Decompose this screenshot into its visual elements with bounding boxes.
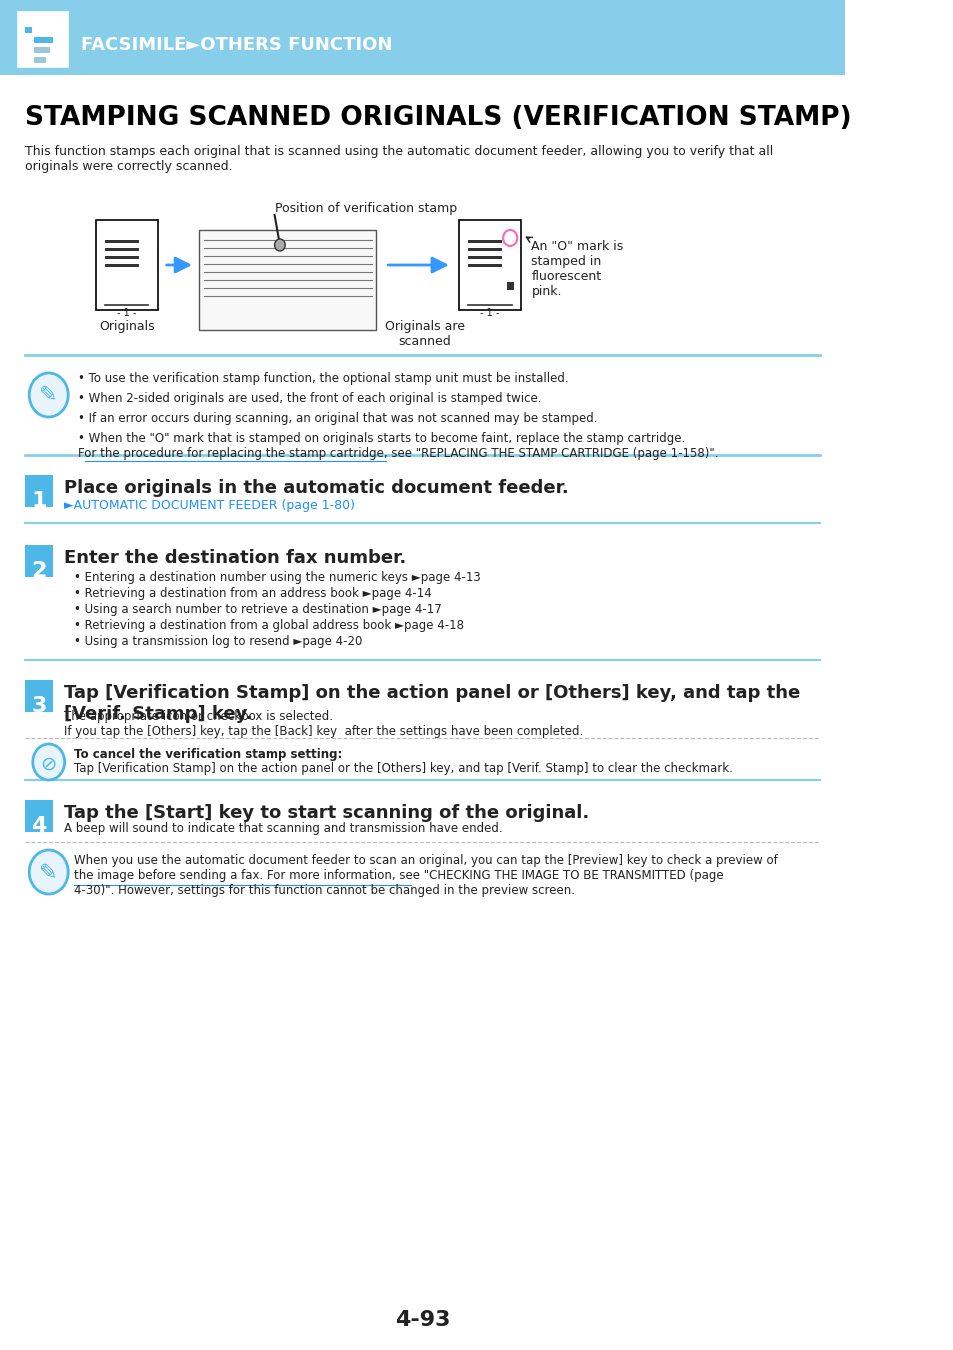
Text: • Retrieving a destination from a global address book ►page 4-18: • Retrieving a destination from a global… (74, 620, 464, 632)
Text: ►AUTOMATIC DOCUMENT FEEDER (page 1-80): ►AUTOMATIC DOCUMENT FEEDER (page 1-80) (64, 500, 355, 512)
Text: When you use the automatic document feeder to scan an original, you can tap the : When you use the automatic document feed… (74, 855, 778, 896)
Text: • Using a transmission log to resend ►page 4-20: • Using a transmission log to resend ►pa… (74, 634, 362, 648)
Text: The appropriate icon or checkbox is selected.
If you tap the [Others] key, tap t: The appropriate icon or checkbox is sele… (64, 710, 582, 738)
Bar (25, 801, 53, 832)
Bar (25, 27, 31, 32)
Text: • To use the verification stamp function, the optional stamp unit must be instal: • To use the verification stamp function… (78, 373, 568, 385)
Text: STAMPING SCANNED ORIGINALS (VERIFICATION STAMP): STAMPING SCANNED ORIGINALS (VERIFICATION… (25, 105, 850, 131)
Text: Originals: Originals (99, 320, 154, 333)
Text: • Retrieving a destination from an address book ►page 4-14: • Retrieving a destination from an addre… (74, 587, 432, 599)
Text: An "O" mark is
stamped in
fluorescent
pink.: An "O" mark is stamped in fluorescent pi… (531, 240, 623, 298)
Bar (33, 47, 50, 53)
Bar (95, 220, 157, 310)
Bar (105, 240, 139, 243)
Bar (0, 0, 844, 76)
Text: • Using a search number to retrieve a destination ►page 4-17: • Using a search number to retrieve a de… (74, 603, 441, 616)
Text: To cancel the verification stamp setting:: To cancel the verification stamp setting… (74, 748, 342, 761)
Circle shape (32, 744, 65, 780)
Text: Tap the [Start] key to start scanning of the original.: Tap the [Start] key to start scanning of… (64, 805, 588, 822)
Bar (468, 248, 501, 251)
Text: • Entering a destination number using the numeric keys ►page 4-13: • Entering a destination number using th… (74, 571, 480, 585)
Bar (33, 36, 53, 43)
Text: • If an error occurs during scanning, an original that was not scanned may be st: • If an error occurs during scanning, an… (78, 412, 597, 425)
Bar (33, 57, 46, 63)
Text: - 1 -: - 1 - (479, 308, 499, 319)
Text: ✎: ✎ (39, 385, 58, 405)
Text: - 1 -: - 1 - (117, 308, 136, 319)
Text: ⊘: ⊘ (40, 755, 57, 774)
Bar (199, 230, 376, 329)
Text: Tap [Verification Stamp] on the action panel or the [Others] key, and tap [Verif: Tap [Verification Stamp] on the action p… (74, 761, 733, 775)
Text: Enter the destination fax number.: Enter the destination fax number. (64, 549, 406, 567)
Text: • When 2-sided originals are used, the front of each original is stamped twice.: • When 2-sided originals are used, the f… (78, 392, 541, 405)
Text: A beep will sound to indicate that scanning and transmission have ended.: A beep will sound to indicate that scann… (64, 822, 502, 836)
Bar (458, 220, 520, 310)
Bar (468, 240, 501, 243)
Text: Originals are
scanned: Originals are scanned (385, 320, 465, 348)
Text: 2: 2 (31, 562, 47, 580)
Text: • When the "O" mark that is stamped on originals starts to become faint, replace: • When the "O" mark that is stamped on o… (78, 432, 718, 460)
Text: 4: 4 (31, 815, 47, 836)
Text: 1: 1 (31, 491, 47, 512)
Bar (468, 256, 501, 259)
Circle shape (30, 373, 68, 417)
Bar (16, 9, 69, 68)
Bar (112, 296, 142, 302)
Text: ✎: ✎ (39, 863, 58, 883)
Text: Position of verification stamp: Position of verification stamp (274, 202, 456, 215)
Text: 3: 3 (31, 697, 47, 716)
Bar (25, 475, 53, 508)
Text: FACSIMILE►OTHERS FUNCTION: FACSIMILE►OTHERS FUNCTION (81, 36, 393, 54)
Circle shape (274, 239, 285, 251)
Bar (105, 265, 139, 267)
Bar (474, 296, 505, 302)
Text: Tap [Verification Stamp] on the action panel or [Others] key, and tap the
[Verif: Tap [Verification Stamp] on the action p… (64, 684, 800, 722)
Bar (468, 265, 501, 267)
Bar (105, 248, 139, 251)
Bar (25, 680, 53, 711)
Text: Place originals in the automatic document feeder.: Place originals in the automatic documen… (64, 479, 568, 497)
Text: This function stamps each original that is scanned using the automatic document : This function stamps each original that … (25, 144, 772, 173)
Bar (506, 282, 514, 290)
Circle shape (30, 850, 68, 894)
Bar (105, 256, 139, 259)
Text: 4-93: 4-93 (395, 1310, 450, 1330)
Bar (25, 545, 53, 576)
